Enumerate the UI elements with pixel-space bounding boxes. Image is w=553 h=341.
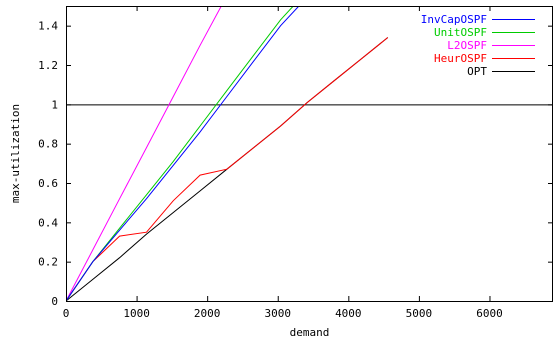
- series-line-l2ospf: [66, 6, 222, 301]
- plot-area: [66, 6, 553, 302]
- y-tick-label: 0.6: [38, 177, 58, 190]
- series-line-heurospf: [66, 37, 389, 301]
- y-tick-label: 1: [51, 98, 58, 111]
- x-tick-label: 3000: [264, 307, 291, 320]
- x-axis-title: demand: [290, 326, 330, 339]
- x-tick-label: 4000: [335, 307, 362, 320]
- series-line-unitospf: [66, 6, 294, 301]
- legend-label: L2OSPF: [447, 39, 487, 52]
- y-axis-title: max-utilization: [9, 104, 22, 203]
- y-tick-label: 1.2: [38, 59, 58, 72]
- y-axis: 0 0.2 0.4 0.6 0.8 1 1.2 1.4: [38, 20, 553, 308]
- y-tick-label: 0.8: [38, 138, 58, 151]
- x-tick-label: 5000: [406, 307, 433, 320]
- x-axis: 0 1000 2000 3000 4000 5000 6000: [63, 6, 503, 320]
- x-tick-label: 6000: [476, 307, 503, 320]
- y-tick-label: 0: [51, 295, 58, 308]
- series-line-invcapospf: [66, 6, 300, 301]
- x-tick-label: 2000: [194, 307, 221, 320]
- series-group: [66, 6, 389, 301]
- legend-label: InvCapOSPF: [421, 13, 487, 26]
- legend-label: OPT: [467, 65, 487, 78]
- x-tick-label: 1000: [123, 307, 150, 320]
- y-tick-label: 1.4: [38, 20, 58, 33]
- x-tick-label: 0: [63, 307, 70, 320]
- y-tick-label: 0.4: [38, 216, 58, 229]
- y-tick-label: 0.2: [38, 256, 58, 269]
- legend-label: UnitOSPF: [434, 26, 487, 39]
- legend-label: HeurOSPF: [434, 52, 487, 65]
